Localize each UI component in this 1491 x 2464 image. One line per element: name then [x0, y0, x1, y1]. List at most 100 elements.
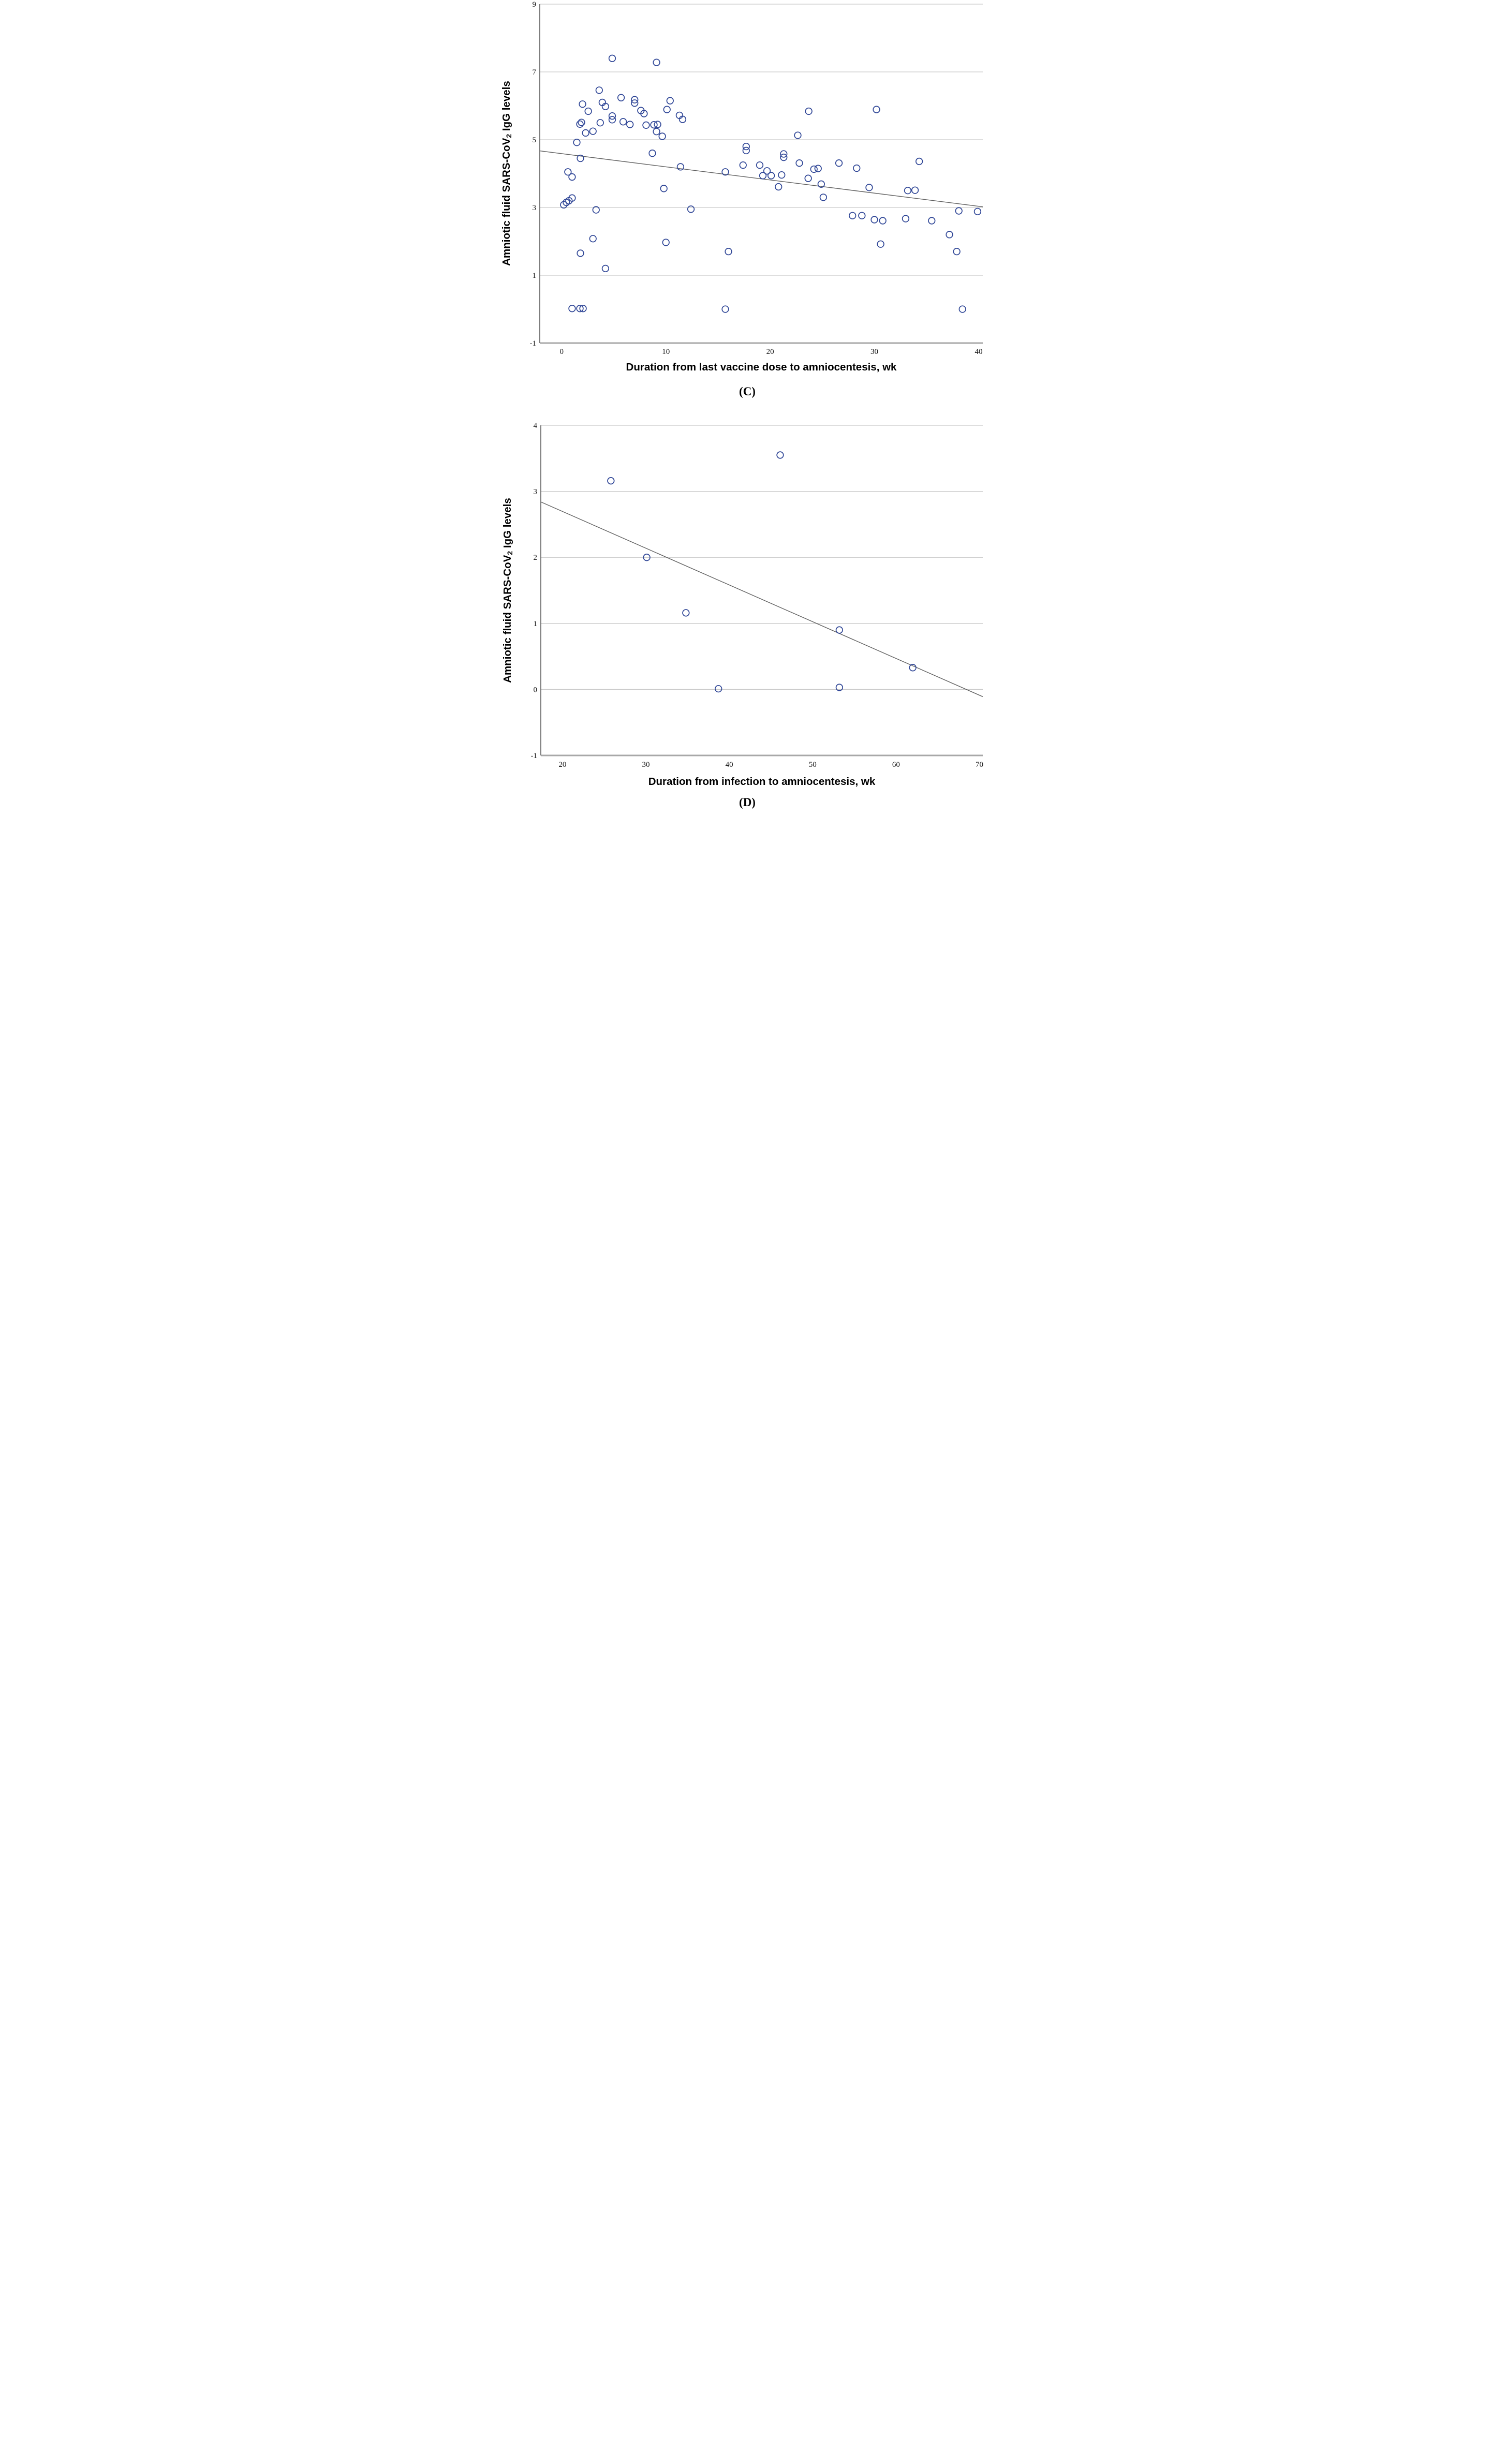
data-point — [777, 171, 785, 179]
x-tick-label: 30 — [642, 761, 649, 769]
y-tick-label: -1 — [530, 752, 537, 760]
data-point — [865, 184, 873, 191]
data-point — [608, 116, 616, 124]
data-point — [601, 264, 609, 273]
data-point — [810, 165, 818, 173]
y-tick-label: 0 — [533, 686, 537, 694]
data-point — [952, 248, 961, 256]
data-point — [568, 305, 576, 313]
data-point — [714, 685, 722, 693]
data-point — [568, 173, 576, 181]
data-point — [774, 183, 782, 191]
y-axis-label-d: Amniotic fluid SARS-CoV2 IgG levels — [501, 498, 514, 683]
data-point — [835, 684, 843, 691]
x-tick-label: 70 — [976, 761, 983, 769]
panel-d: 4 3 2 1 0 -1 20 30 40 50 60 70 Amniotic fluid SARS-… — [497, 409, 994, 828]
data-point — [872, 106, 880, 113]
data-point — [662, 239, 670, 246]
data-point — [653, 121, 661, 128]
data-point — [793, 131, 802, 139]
data-point — [958, 305, 966, 313]
data-point — [742, 146, 750, 155]
data-point — [858, 212, 866, 219]
data-point — [835, 159, 843, 167]
data-point — [779, 150, 787, 158]
data-point — [658, 132, 666, 140]
y-tick-label: 4 — [533, 422, 537, 430]
data-point — [945, 231, 953, 239]
data-point — [756, 161, 763, 169]
x-tick-label: 0 — [559, 348, 564, 356]
data-point — [848, 212, 856, 219]
data-point — [576, 154, 584, 162]
data-point — [577, 118, 585, 126]
x-tick-label: 40 — [725, 761, 733, 769]
data-point — [575, 305, 584, 313]
panel-c: 9 7 5 3 1 -1 0 10 20 30 40 Amniotic fluid SARS-CoV… — [497, 0, 994, 409]
scatter-chart-d: 4 3 2 1 0 -1 20 30 40 50 60 70 Amniotic fluid SARS-… — [501, 422, 983, 809]
data-point — [767, 172, 775, 180]
data-point — [759, 172, 766, 180]
y-tick-label: 3 — [533, 488, 537, 496]
data-point — [589, 235, 597, 243]
data-point — [804, 174, 812, 182]
data-point — [678, 115, 686, 123]
data-point — [666, 97, 674, 105]
data-point — [592, 206, 600, 214]
y-tick-label: 1 — [533, 620, 537, 628]
data-point — [911, 186, 919, 194]
data-point — [607, 477, 615, 485]
data-point — [927, 217, 935, 225]
figure-scatter-panels: 9 7 5 3 1 -1 0 10 20 30 40 Amniotic fluid SARS-CoV… — [497, 0, 994, 828]
data-point — [568, 194, 576, 202]
x-tick-label: 20 — [558, 761, 566, 769]
data-point — [589, 127, 597, 135]
data-point — [608, 54, 616, 62]
regression-line — [540, 501, 983, 697]
data-point — [595, 86, 603, 94]
data-point — [642, 121, 650, 129]
data-point — [902, 215, 909, 222]
data-point — [915, 157, 923, 166]
caption-d: (D) — [739, 796, 756, 809]
data-point — [578, 100, 586, 108]
data-point — [630, 96, 638, 103]
data-point — [852, 164, 860, 172]
y-tick-label: -1 — [529, 339, 536, 348]
data-point — [575, 120, 584, 128]
data-point — [742, 142, 750, 151]
data-point — [572, 139, 581, 146]
data-point — [581, 129, 589, 137]
data-point — [835, 626, 843, 634]
data-point — [870, 216, 878, 224]
data-point — [904, 187, 911, 195]
data-point — [608, 112, 616, 120]
data-point — [642, 554, 651, 561]
data-point — [804, 107, 813, 115]
data-point — [955, 207, 963, 215]
data-point — [676, 163, 684, 171]
y-tick-label: 7 — [532, 68, 536, 77]
y-tick-label: 9 — [532, 1, 536, 9]
data-point — [814, 165, 822, 172]
data-point — [652, 128, 660, 136]
x-axis-label-c: Duration from last vaccine dose to amnio… — [626, 361, 896, 373]
data-point — [682, 609, 690, 617]
data-point — [973, 207, 981, 216]
data-point — [876, 240, 884, 248]
data-point — [763, 167, 771, 175]
data-point — [739, 161, 747, 169]
data-point — [596, 119, 604, 127]
data-point — [687, 205, 695, 213]
data-point — [652, 58, 660, 66]
data-point — [640, 110, 648, 117]
x-tick-label: 10 — [662, 348, 670, 356]
data-point — [721, 305, 729, 313]
data-point — [564, 168, 572, 176]
plot-area-c: 9 7 5 3 1 -1 0 10 20 30 40 — [529, 1, 983, 356]
data-point — [663, 106, 671, 113]
data-point — [630, 99, 638, 107]
data-point — [817, 180, 825, 188]
data-point — [819, 194, 827, 201]
data-point — [660, 185, 668, 192]
